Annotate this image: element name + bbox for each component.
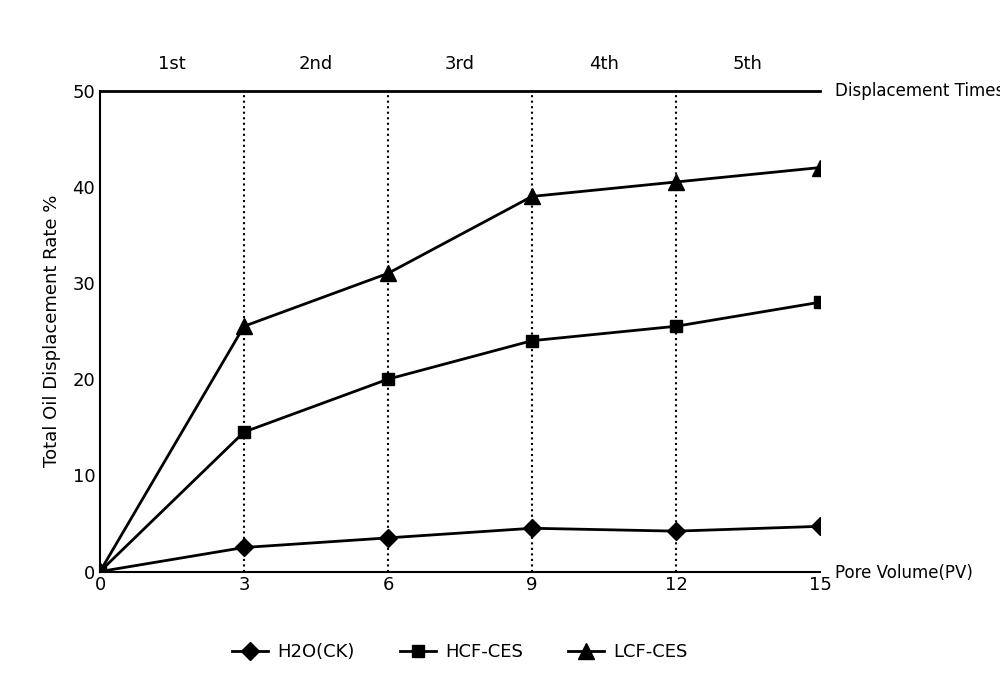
Text: 1st: 1st <box>158 55 186 73</box>
Y-axis label: Total Oil Displacement Rate %: Total Oil Displacement Rate % <box>43 195 61 467</box>
Text: 2nd: 2nd <box>299 55 333 73</box>
HCF-CES <box>814 298 826 307</box>
LCF-CES <box>526 192 538 201</box>
Line: H2O(CK): H2O(CK) <box>94 520 826 578</box>
LCF-CES <box>670 178 682 186</box>
H2O(CK) <box>670 527 682 535</box>
HCF-CES <box>526 337 538 345</box>
H2O(CK) <box>94 567 106 576</box>
LCF-CES <box>94 567 106 576</box>
Legend: H2O(CK), HCF-CES, LCF-CES: H2O(CK), HCF-CES, LCF-CES <box>225 636 695 668</box>
H2O(CK) <box>238 543 250 551</box>
HCF-CES <box>382 375 394 383</box>
Text: 4th: 4th <box>589 55 619 73</box>
HCF-CES <box>238 428 250 436</box>
HCF-CES <box>94 567 106 576</box>
HCF-CES <box>670 322 682 330</box>
LCF-CES <box>238 322 250 330</box>
LCF-CES <box>382 269 394 277</box>
H2O(CK) <box>814 522 826 530</box>
H2O(CK) <box>382 534 394 542</box>
Line: LCF-CES: LCF-CES <box>92 160 828 579</box>
Text: 5th: 5th <box>733 55 763 73</box>
Text: Pore Volume(PV): Pore Volume(PV) <box>835 564 973 582</box>
Text: Displacement Times: Displacement Times <box>835 82 1000 100</box>
Text: 3rd: 3rd <box>445 55 475 73</box>
LCF-CES <box>814 163 826 171</box>
H2O(CK) <box>526 524 538 533</box>
Line: HCF-CES: HCF-CES <box>94 296 826 578</box>
